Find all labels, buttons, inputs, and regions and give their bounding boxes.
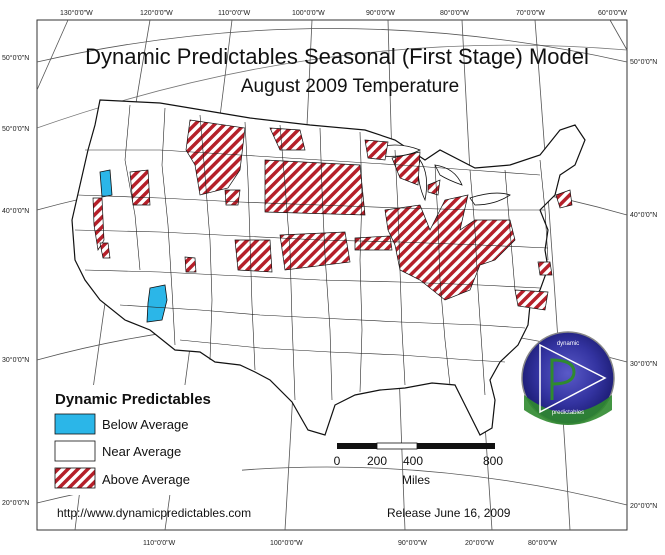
legend-swatch-near bbox=[54, 440, 96, 462]
p-letter-icon bbox=[550, 358, 576, 400]
scale-unit: Miles bbox=[402, 473, 430, 487]
legend-label: Near Average bbox=[102, 444, 181, 459]
lon-label: 20°0'0"W bbox=[465, 539, 494, 547]
lat-label: 20°0'0"N bbox=[2, 499, 29, 507]
legend-title: Dynamic Predictables bbox=[55, 391, 211, 408]
lon-label: 100°0'0"W bbox=[270, 539, 303, 547]
longitude-labels-top: 130°0'0"W 120°0'0"W 110°0'0"W 100°0'0"W … bbox=[60, 9, 627, 17]
logo-top-text: dynamic bbox=[557, 341, 579, 347]
lat-label: 50°0'0"N bbox=[630, 58, 657, 66]
play-triangle-icon bbox=[539, 343, 607, 414]
lat-label: 30°0'0"N bbox=[630, 360, 657, 368]
lat-label: 50°0'0"N bbox=[2, 54, 29, 62]
legend-swatch-below bbox=[54, 413, 96, 435]
lat-label: 40°0'0"N bbox=[630, 211, 657, 219]
scale-seg bbox=[337, 443, 377, 449]
scale-tick: 400 bbox=[403, 454, 423, 468]
footer-url: http://www.dynamicpredictables.com bbox=[57, 506, 251, 520]
lon-label: 130°0'0"W bbox=[60, 9, 93, 17]
lon-label: 120°0'0"W bbox=[140, 9, 173, 17]
scale-tick: 800 bbox=[483, 454, 503, 468]
lon-label: 60°0'0"W bbox=[598, 9, 627, 17]
lon-label: 90°0'0"W bbox=[398, 539, 427, 547]
logo-bottom-text: predictables bbox=[552, 410, 584, 416]
scale-tick: 0 bbox=[334, 454, 341, 468]
scale-tick: 200 bbox=[367, 454, 387, 468]
legend-label: Above Average bbox=[102, 472, 190, 487]
latitude-labels-left: 50°0'0"N 50°0'0"N 40°0'0"N 30°0'0"N 20°0… bbox=[2, 54, 29, 507]
scale-seg bbox=[417, 443, 495, 449]
lon-label: 100°0'0"W bbox=[292, 9, 325, 17]
legend-label: Below Average bbox=[102, 417, 189, 432]
footer-release: Release June 16, 2009 bbox=[387, 506, 511, 520]
lon-label: 90°0'0"W bbox=[366, 9, 395, 17]
lat-label: 40°0'0"N bbox=[2, 207, 29, 215]
latitude-labels-right: 50°0'0"N 40°0'0"N 30°0'0"N 20°0'0"N bbox=[630, 58, 657, 510]
division-boundaries bbox=[74, 104, 549, 401]
lon-label: 110°0'0"W bbox=[143, 539, 176, 547]
lat-label: 20°0'0"N bbox=[630, 502, 657, 510]
above-average-regions bbox=[92, 119, 573, 311]
lon-label: 80°0'0"W bbox=[440, 9, 469, 17]
scale-bar: 0 200 400 800 Miles bbox=[334, 442, 503, 487]
lon-label: 70°0'0"W bbox=[516, 9, 545, 17]
legend-swatch-above bbox=[54, 467, 96, 489]
lon-label: 110°0'0"W bbox=[218, 9, 251, 17]
legend: Dynamic Predictables Below Average Near … bbox=[42, 385, 242, 495]
map-subtitle: August 2009 Temperature bbox=[241, 76, 459, 97]
longitude-labels-bottom: 110°0'0"W 100°0'0"W 90°0'0"W 20°0'0"W 80… bbox=[143, 539, 557, 547]
lat-label: 50°0'0"N bbox=[2, 125, 29, 133]
lat-label: 30°0'0"N bbox=[2, 356, 29, 364]
map-title: Dynamic Predictables Seasonal (First Sta… bbox=[85, 44, 589, 69]
map-frame bbox=[36, 19, 628, 531]
dynamic-predictables-logo: dynamic predictables bbox=[521, 331, 615, 425]
below-average-regions bbox=[99, 169, 168, 323]
lon-label: 80°0'0"W bbox=[528, 539, 557, 547]
scale-seg bbox=[376, 442, 418, 450]
